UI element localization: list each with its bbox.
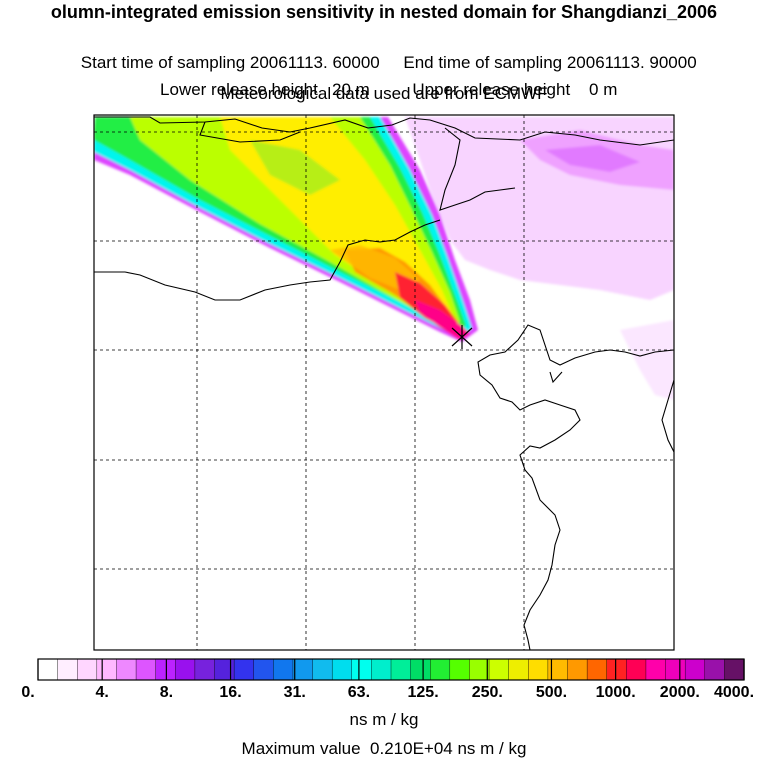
colorbar-cell [331, 658, 353, 681]
colorbar-units: ns m / kg [349, 710, 419, 729]
colorbar-tick-label: 63. [347, 684, 371, 701]
colorbar-cell [292, 658, 314, 681]
colorbar-cell [390, 658, 412, 681]
lat-lon-grid [94, 115, 674, 650]
colorbar-cell [273, 658, 294, 681]
coastline [439, 127, 516, 211]
colorbar-cell [704, 658, 725, 681]
colorbar-cell [508, 658, 529, 681]
colorbar-cell [724, 658, 745, 681]
colorbar-cell [116, 658, 137, 681]
colorbar-tick-label: 16. [219, 684, 242, 701]
receptor-x-marker [451, 325, 473, 349]
colorbar-cell [233, 658, 255, 681]
colorbar-cell [488, 658, 510, 681]
met-data-source: Meteorological data used are from ECMWF [220, 84, 548, 103]
colorbar-tick-label: 0. [21, 684, 35, 701]
start-time: Start time of sampling 20061113. 60000 [80, 53, 380, 72]
upper-release-height: Upper release height 0 m [412, 80, 618, 99]
plume-contour [545, 145, 640, 172]
plume-contour [250, 140, 340, 195]
colorbar-cell [469, 658, 490, 681]
colorbar-tick-label: 4. [95, 684, 109, 701]
colorbar-cell [684, 658, 706, 681]
colorbar-cell [567, 658, 588, 681]
coastlines [94, 116, 674, 650]
colorbar-cell [410, 658, 431, 681]
coastline [549, 371, 563, 384]
colorbar-cell [96, 658, 118, 681]
map-frame [93, 114, 675, 651]
colorbar-cell [430, 658, 451, 681]
colorbar-tick-label: 4000. [713, 684, 755, 701]
coastline [661, 379, 674, 453]
colorbar-cell [645, 658, 667, 681]
colorbar-cell [371, 658, 392, 681]
colorbar-cell [606, 658, 627, 681]
colorbar-cell [449, 658, 471, 681]
colorbar-cell [135, 658, 157, 681]
colorbar-tick-label: 500. [535, 684, 568, 701]
sampling-times: Start time of sampling 20061113. 60000 E… [0, 33, 768, 73]
coastline [477, 324, 674, 650]
colorbar-tick-label: 2000. [659, 684, 700, 701]
colorbar-cell [37, 658, 59, 681]
colorbar-tick-label: 8. [159, 684, 174, 701]
colorbar-cell [214, 658, 235, 681]
colorbar-cell [626, 658, 647, 681]
colorbar-tick-label: 250. [471, 684, 503, 701]
plume-contour [620, 320, 674, 400]
colorbar-cell [586, 658, 608, 681]
colorbar-cell [155, 658, 176, 681]
colorbar-cell [351, 658, 372, 681]
colorbar-cell [175, 658, 196, 681]
colorbar-cell [194, 658, 216, 681]
colorbar-tick-label: 125. [407, 684, 439, 701]
colorbar-tick-label: 1000. [595, 684, 636, 701]
colorbar-cell [665, 658, 686, 681]
plume-field [94, 117, 674, 400]
lower-release-height: Lower release height 20 m [160, 80, 370, 99]
colorbar-cell [57, 658, 78, 681]
colorbar-cell [253, 658, 274, 681]
map-title: olumn-integrated emission sensitivity in… [50, 2, 718, 22]
colorbar-cell [312, 658, 333, 681]
release-heights: Lower release height 20 m Upper release … [0, 60, 768, 100]
coastline [94, 219, 441, 301]
colorbar-cell [77, 658, 98, 681]
colorbar-tick-label: 31. [283, 684, 306, 701]
plume-contour [415, 300, 470, 340]
end-time: End time of sampling 20061113. 90000 [403, 53, 697, 72]
coastline [199, 121, 301, 143]
max-value: Maximum value 0.210E+04 ns m / kg [241, 739, 527, 758]
coastline [94, 116, 674, 146]
colorbar-cell [528, 658, 549, 681]
